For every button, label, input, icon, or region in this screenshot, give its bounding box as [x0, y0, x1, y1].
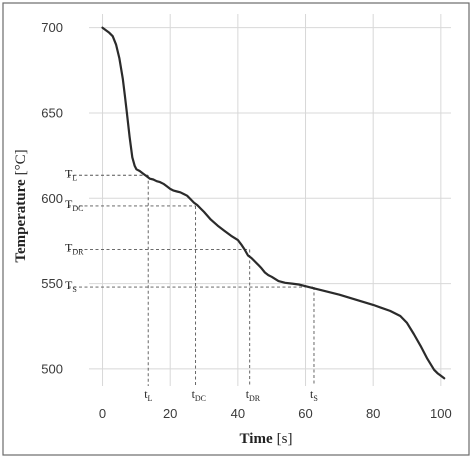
y-annotation-label: TDR: [65, 240, 84, 256]
y-tick-label: 500: [41, 361, 63, 376]
y-tick-label: 550: [41, 276, 63, 291]
x-tick-label: 20: [163, 406, 177, 421]
y-annotation-label: TDC: [65, 197, 83, 213]
x-axis-title: Time [s]: [240, 431, 293, 447]
x-tick-label: 60: [298, 406, 312, 421]
grid: [89, 14, 451, 386]
series-layer: [101, 26, 446, 380]
y-tick-label: 600: [41, 191, 63, 206]
guide-lines: [68, 174, 315, 386]
x-axis-label: Time: [240, 431, 273, 447]
cooling-curve-line: [101, 26, 446, 380]
y-axis-label: Temperature: [13, 179, 29, 263]
x-tick-label: 0: [99, 406, 106, 421]
x-annotation-label: tL: [144, 387, 152, 403]
x-tick-label: 80: [366, 406, 380, 421]
x-annotation-label: tS: [310, 387, 318, 403]
x-annotation-label: tDR: [246, 387, 261, 403]
x-tick-label: 100: [430, 406, 452, 421]
y-tick-label: 700: [41, 20, 63, 35]
x-axis-unit: [s]: [277, 431, 293, 447]
x-tick-labels: 0 20 40 60 80 100: [99, 406, 452, 421]
y-axis-unit: [°C]: [13, 149, 29, 175]
x-annotation-label: tDC: [192, 387, 206, 403]
x-tick-label: 40: [231, 406, 245, 421]
y-annotation-label: TS: [65, 278, 77, 294]
chart-frame: [2, 2, 470, 456]
annotation-labels: TL tL TDC tDC TDR tDR TS tS: [65, 166, 318, 403]
y-tick-labels: 500 550 600 650 700: [41, 20, 63, 376]
y-annotation-label: TL: [65, 166, 77, 182]
y-axis-title: Temperature [°C]: [13, 149, 29, 262]
y-tick-label: 650: [41, 105, 63, 120]
